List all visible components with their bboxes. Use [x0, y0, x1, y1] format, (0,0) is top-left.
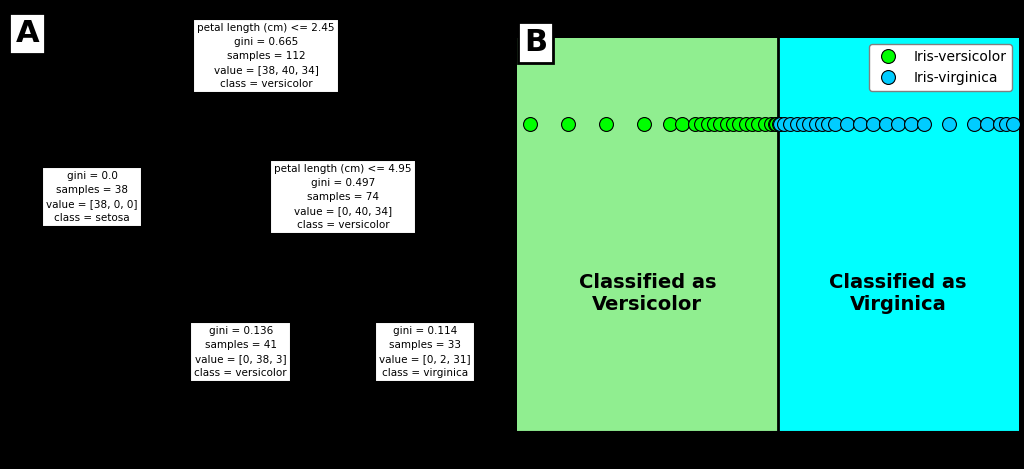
Legend: Iris-versicolor, Iris-virginica: Iris-versicolor, Iris-virginica [869, 45, 1012, 91]
Text: False: False [317, 105, 348, 118]
Text: B: B [524, 28, 547, 57]
Text: petal length (cm) <= 4.95
gini = 0.497
samples = 74
value = [0, 40, 34]
class = : petal length (cm) <= 4.95 gini = 0.497 s… [274, 164, 412, 230]
Title: Is the petal length (cm) <= 4.95: Is the petal length (cm) <= 4.95 [622, 12, 914, 30]
Text: True: True [240, 253, 267, 265]
Text: gini = 0.136
samples = 41
value = [0, 38, 3]
class = versicolor: gini = 0.136 samples = 41 value = [0, 38… [195, 326, 287, 378]
Text: petal length (cm) <= 2.45
gini = 0.665
samples = 112
value = [38, 40, 34]
class : petal length (cm) <= 2.45 gini = 0.665 s… [198, 23, 335, 89]
Text: gini = 0.114
samples = 33
value = [0, 2, 31]
class = virginica: gini = 0.114 samples = 33 value = [0, 2,… [379, 326, 471, 378]
Text: False: False [396, 253, 428, 265]
Text: True: True [122, 105, 150, 118]
Text: Classified as
Versicolor: Classified as Versicolor [579, 273, 716, 314]
Bar [777, 38, 1019, 431]
Text: Classified as
Virginica: Classified as Virginica [829, 273, 967, 314]
Text: A: A [15, 19, 39, 48]
Text: gini = 0.0
samples = 38
value = [38, 0, 0]
class = setosa: gini = 0.0 samples = 38 value = [38, 0, … [46, 171, 138, 223]
Bar [517, 38, 777, 431]
